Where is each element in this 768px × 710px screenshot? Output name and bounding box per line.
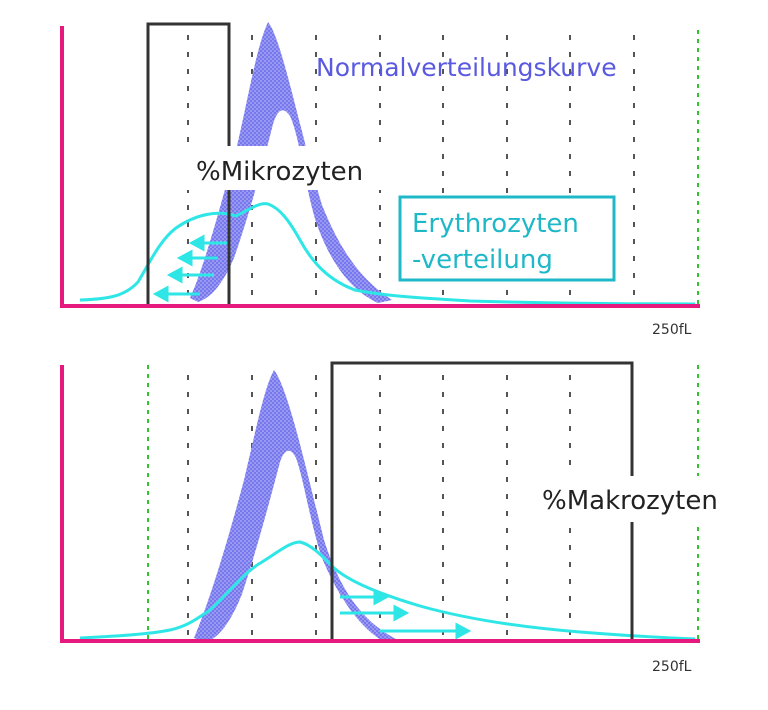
top-erythrocyte-curve bbox=[79, 202, 696, 306]
normal-curve-label: Normalverteilungskurve bbox=[316, 53, 617, 82]
erythro-label-line2: -verteilung bbox=[412, 245, 553, 275]
top-axis-end-label: 250fL bbox=[652, 322, 692, 338]
top-normal-curve-band bbox=[190, 22, 392, 303]
bottom-erythrocyte-curve bbox=[79, 540, 696, 641]
bottom-histogram-panel: %Makrozyten 250fL bbox=[60, 361, 744, 675]
macro-label: %Makrozyten bbox=[542, 486, 718, 516]
top-erythro-label-box bbox=[398, 195, 616, 282]
top-histogram-panel: Normalverteilungskurve %Mikrozyten Eryth… bbox=[60, 22, 700, 338]
bottom-normal-curve-band bbox=[194, 370, 398, 642]
micro-label: %Mikrozyten bbox=[196, 157, 363, 187]
bottom-axis-end-label: 250fL bbox=[652, 659, 692, 675]
top-shift-arrows bbox=[152, 234, 228, 303]
erythro-label-line1: Erythrozyten bbox=[412, 209, 579, 239]
bottom-shift-arrows bbox=[340, 588, 472, 640]
